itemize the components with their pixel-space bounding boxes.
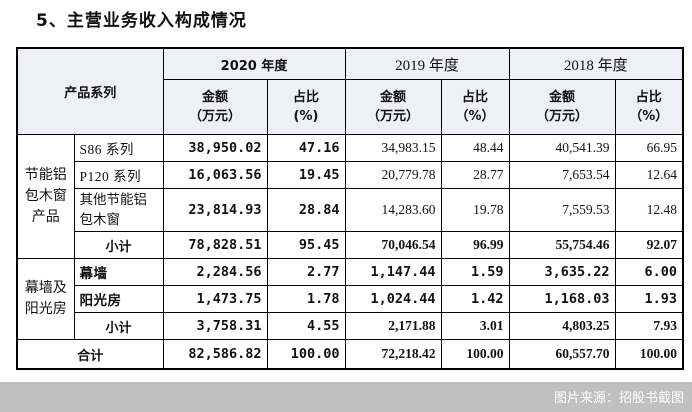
group-label-curtain-wall: 幕墙及阳光房 xyxy=(16,258,75,340)
cell-amount-2018: 3,635.22 xyxy=(508,258,616,286)
cell-ratio-2018: 66.95 xyxy=(614,134,684,162)
header-year-2018: 2018 年度 xyxy=(508,47,684,80)
cell-amount-2018: 1,168.03 xyxy=(508,285,616,313)
cell-amount-2020: 23,814.93 xyxy=(162,188,268,232)
header-amount-2018: 金额 （万元） xyxy=(508,79,616,135)
table-row-total: 合计 82,586.82 100.00 72,218.42 100.00 60,… xyxy=(16,339,684,370)
cell-ratio-2019: 19.78 xyxy=(440,188,510,232)
section-title: 5、主营业务收入构成情况 xyxy=(36,11,247,31)
row-name: P120 系列 xyxy=(73,161,164,189)
row-name: 其他节能铝包木窗 xyxy=(73,188,164,232)
cell-ratio-2020: 4.55 xyxy=(266,312,346,340)
table-row-subtotal: 小计 3,758.31 4.55 2,171.88 3.01 4,803.25 … xyxy=(17,312,684,340)
row-name: 小计 xyxy=(73,231,164,259)
header-amount-2019: 金额 （万元） xyxy=(344,79,442,135)
total-ratio-2020: 100.00 xyxy=(266,339,346,370)
total-amount-2018: 60,557.70 xyxy=(508,339,616,370)
cell-ratio-2020: 1.78 xyxy=(266,285,346,313)
header-amount-2020: 金额 （万元） xyxy=(162,79,268,135)
cell-ratio-2018: 7.93 xyxy=(614,312,684,340)
watermark-band xyxy=(0,382,692,412)
cell-amount-2019: 2,171.88 xyxy=(344,312,442,340)
total-ratio-2019: 100.00 xyxy=(440,339,510,370)
watermark-text: 图片来源：招股书截图 xyxy=(553,391,684,406)
cell-amount-2018: 7,653.54 xyxy=(508,161,616,189)
cell-ratio-2020: 95.45 xyxy=(266,231,346,259)
cell-amount-2018: 40,541.39 xyxy=(508,134,616,162)
row-name: 阳光房 xyxy=(73,285,164,313)
cell-amount-2019: 20,779.78 xyxy=(344,161,442,189)
total-label: 合计 xyxy=(16,339,164,370)
total-amount-2019: 72,218.42 xyxy=(344,339,442,370)
cell-amount-2019: 1,147.44 xyxy=(344,258,442,286)
revenue-table: 产品系列 2020 年度 2019 年度 2018 年度 金额 （万元） 占比 (%… xyxy=(16,47,685,370)
cell-ratio-2018: 12.64 xyxy=(614,161,684,189)
cell-ratio-2020: 2.77 xyxy=(266,258,346,286)
header-product-series: 产品系列 xyxy=(16,47,164,135)
cell-ratio-2019: 28.77 xyxy=(440,161,510,189)
cell-ratio-2019: 3.01 xyxy=(440,312,510,340)
cell-amount-2018: 7,559.53 xyxy=(508,188,616,232)
cell-amount-2018: 55,754.46 xyxy=(508,231,616,259)
total-ratio-2018: 100.00 xyxy=(614,339,684,370)
cell-ratio-2018: 6.00 xyxy=(614,258,684,286)
cell-ratio-2020: 28.84 xyxy=(266,188,346,232)
cell-amount-2020: 3,758.31 xyxy=(162,312,268,340)
cell-amount-2019: 1,024.44 xyxy=(344,285,442,313)
cell-ratio-2019: 96.99 xyxy=(440,231,510,259)
header-year-2019: 2019 年度 xyxy=(344,47,510,80)
cell-ratio-2018: 12.48 xyxy=(614,188,684,232)
cell-amount-2020: 1,473.75 xyxy=(162,285,268,313)
row-name: S86 系列 xyxy=(73,134,164,162)
table-row: 其他节能铝包木窗 23,814.93 28.84 14,283.60 19.78… xyxy=(17,188,684,232)
header-ratio-2019: 占比 （%） xyxy=(440,79,510,135)
cell-ratio-2019: 48.44 xyxy=(440,134,510,162)
cell-ratio-2020: 47.16 xyxy=(266,134,346,162)
total-amount-2020: 82,586.82 xyxy=(162,339,268,370)
group-label-windows: 节能铝包木窗产品 xyxy=(16,134,75,259)
cell-amount-2020: 2,284.56 xyxy=(162,258,268,286)
header-year-2020: 2020 年度 xyxy=(162,47,346,80)
cell-ratio-2019: 1.42 xyxy=(440,285,510,313)
cell-amount-2018: 4,803.25 xyxy=(508,312,616,340)
header-ratio-2018: 占比 （%） xyxy=(614,79,684,135)
table-row-subtotal: 小计 78,828.51 95.45 70,046.54 96.99 55,75… xyxy=(17,231,684,259)
table-row: P120 系列 16,063.56 19.45 20,779.78 28.77 … xyxy=(17,161,684,189)
cell-ratio-2020: 19.45 xyxy=(266,161,346,189)
cell-amount-2019: 70,046.54 xyxy=(344,231,442,259)
table-row: 阳光房 1,473.75 1.78 1,024.44 1.42 1,168.03… xyxy=(17,285,684,313)
table-row: 幕墙及阳光房 幕墙 2,284.56 2.77 1,147.44 1.59 3,… xyxy=(16,258,684,340)
cell-amount-2019: 14,283.60 xyxy=(344,188,442,232)
row-name: 小计 xyxy=(73,312,164,340)
cell-ratio-2018: 92.07 xyxy=(614,231,684,259)
cell-amount-2019: 34,983.15 xyxy=(344,134,442,162)
table-row: 节能铝包木窗产品 S86 系列 38,950.02 47.16 34,983.1… xyxy=(16,134,684,259)
cell-ratio-2018: 1.93 xyxy=(614,285,684,313)
header-ratio-2020: 占比 (%) xyxy=(266,79,346,135)
row-name: 幕墙 xyxy=(73,258,164,286)
cell-amount-2020: 38,950.02 xyxy=(162,134,268,162)
cell-amount-2020: 16,063.56 xyxy=(162,161,268,189)
cell-ratio-2019: 1.59 xyxy=(440,258,510,286)
cell-amount-2020: 78,828.51 xyxy=(162,231,268,259)
